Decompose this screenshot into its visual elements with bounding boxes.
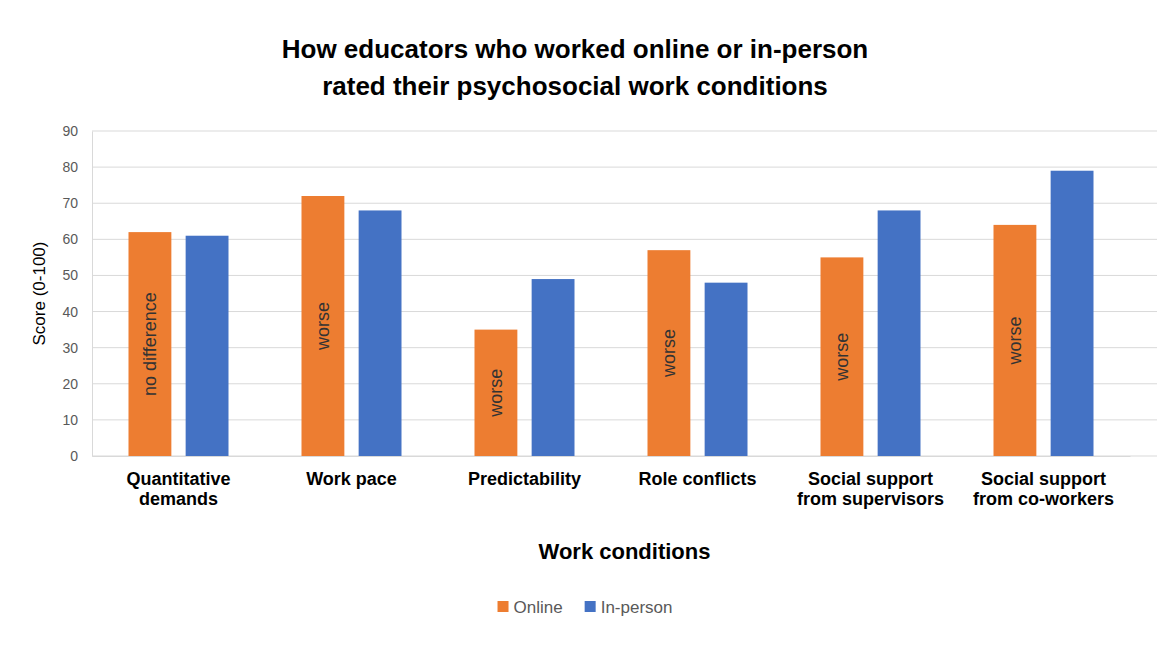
x-tick: Predictability [468,456,581,489]
y-tick: 30 [62,340,92,356]
annotations: no difference worse worse worse worse worse [140,292,1025,418]
bar [359,210,402,456]
x-tick: Role conflicts [638,456,756,489]
legend: Online In-person [498,598,673,617]
y-tick: 0 [70,448,92,464]
x-tick: Social supportfrom supervisors [797,456,944,509]
bar [186,236,229,456]
x-tick-label: Quantitativedemands [126,469,230,510]
annotation: worse [313,302,333,351]
x-tick: Social supportfrom co-workers [973,456,1114,509]
y-tick-label: 20 [62,376,78,392]
x-tick-label: Social supportfrom supervisors [797,469,944,510]
y-axis-line [92,132,93,457]
y-tick: 90 [62,123,92,139]
grid-line [92,131,1157,132]
y-tick: 60 [62,231,92,247]
y-tick-label: 40 [62,304,78,320]
annotation: no difference [140,292,160,396]
x-tick-label-line: Quantitative [126,469,230,489]
x-tick-label-line: demands [139,489,218,509]
bar [129,232,172,456]
grid-line [92,203,1157,204]
x-axis-line [93,456,1131,457]
grid-line [92,167,1157,168]
y-tick-label: 90 [62,123,78,139]
legend-label: In-person [601,598,673,617]
y-tick: 20 [62,376,92,392]
x-tick-label: Role conflicts [638,469,756,489]
y-tick-label: 30 [62,340,78,356]
y-tick: 10 [62,412,92,428]
x-tick-label-line: Social support [808,469,933,489]
x-tick-label-line: Predictability [468,469,581,489]
chart: How educators who worked online or in-pe… [0,0,1170,656]
y-tick: 70 [62,195,92,211]
x-tick-label-line: from co-workers [973,489,1114,509]
y-tick-label: 80 [62,159,78,175]
legend-swatch [498,601,509,612]
bar [821,257,864,456]
legend-label: Online [514,598,563,617]
x-tick-label-line: Role conflicts [638,469,756,489]
annotation: worse [1005,316,1025,365]
y-axis: 0 10 20 30 40 50 60 70 80 90 [62,123,92,464]
annotation: worse [832,333,852,382]
bar [475,330,518,456]
x-tick-label: Social supportfrom co-workers [973,469,1114,510]
bar [1051,171,1094,456]
x-tick: Quantitativedemands [126,456,230,509]
legend-item: Online [498,598,563,617]
y-tick-label: 10 [62,412,78,428]
bar [878,210,921,456]
x-tick-label: Predictability [468,469,581,489]
bar [994,225,1037,456]
title: rated their psychosocial work conditions [322,71,828,101]
y-axis-title: Score (0-100) [30,242,49,346]
y-tick: 80 [62,159,92,175]
y-tick: 50 [62,267,92,283]
x-tick-label-line: from supervisors [797,489,944,509]
y-tick: 40 [62,304,92,320]
x-tick-label: Work pace [306,469,397,489]
bar [532,279,575,456]
legend-item: In-person [585,598,673,617]
grid [92,131,1157,456]
y-tick-label: 60 [62,231,78,247]
legend-swatch [585,601,596,612]
x-tick: Work pace [306,456,397,489]
y-tick-label: 70 [62,195,78,211]
annotation: worse [659,329,679,378]
bars [129,171,1094,456]
bar [648,250,691,456]
y-tick-label: 50 [62,267,78,283]
bar [302,196,345,456]
y-tick-label: 0 [70,448,78,464]
x-tick-label-line: Work pace [306,469,397,489]
title: How educators who worked online or in-pe… [282,34,869,64]
bar [705,283,748,456]
annotation: worse [486,369,506,418]
x-axis-title: Work conditions [539,539,711,564]
x-tick-label-line: Social support [981,469,1106,489]
x-axis: Quantitativedemands Work pace Predictabili… [93,456,1131,509]
